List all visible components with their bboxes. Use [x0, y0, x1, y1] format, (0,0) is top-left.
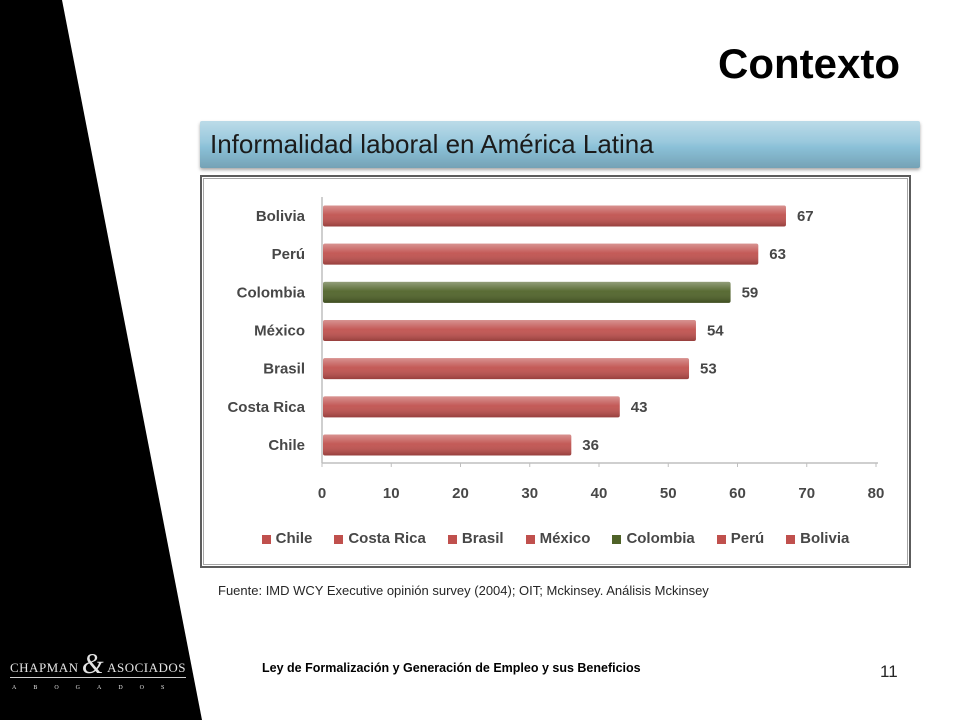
side-band — [0, 0, 202, 720]
value-label-brasil: 53 — [700, 361, 717, 378]
x-tick-label: 10 — [383, 485, 400, 502]
bar-shading-bolivia — [323, 205, 786, 227]
source-note: Fuente: IMD WCY Executive opinión survey… — [218, 583, 709, 598]
category-label-costa-rica: Costa Rica — [227, 399, 305, 416]
legend-item-colombia: Colombia — [612, 529, 695, 549]
legend-item-peru: Perú — [716, 529, 765, 549]
legend-item-brasil: Brasil — [447, 529, 504, 549]
legend-swatch — [525, 534, 535, 544]
chart-legend: Chile Costa Rica Brasil México Colombia Perú B… — [203, 529, 908, 549]
legend-label: Brasil — [461, 530, 504, 547]
value-label-costa-rica: 43 — [631, 399, 648, 416]
category-label-peru: Perú — [272, 246, 305, 263]
bar-shading-costa-rica — [323, 396, 620, 418]
legend-item-mexico: México — [525, 529, 591, 549]
category-label-brasil: Brasil — [263, 361, 305, 378]
legend-swatch — [716, 534, 726, 544]
x-tick-label: 30 — [521, 485, 538, 502]
logo-name-right: ASOCIADOS — [107, 660, 186, 675]
x-tick-label: 70 — [798, 485, 815, 502]
company-logo: CHAPMAN & ASOCIADOS ABOGADOS — [10, 649, 186, 692]
footer-text: Ley de Formalización y Generación de Emp… — [262, 661, 641, 675]
legend-swatch — [612, 534, 622, 544]
legend-swatch — [786, 534, 796, 544]
bar-shading-colombia — [323, 281, 731, 303]
category-label-mexico: México — [254, 323, 305, 340]
bar-shading-mexico — [323, 320, 696, 342]
legend-item-chile: Chile — [261, 529, 313, 549]
legend-item-costa-rica: Costa Rica — [334, 529, 426, 549]
bar-shading-chile — [323, 434, 572, 456]
legend-label: Perú — [730, 530, 765, 547]
legend-item-bolivia: Bolivia — [786, 529, 849, 549]
bar-shading-peru — [323, 243, 759, 265]
subtitle-text: Informalidad laboral en América Latina — [210, 129, 654, 159]
category-label-bolivia: Bolivia — [256, 208, 306, 225]
value-label-bolivia: 67 — [797, 208, 814, 225]
logo-name-left: CHAPMAN — [10, 660, 79, 675]
x-tick-label: 50 — [660, 485, 677, 502]
legend-swatch — [447, 534, 457, 544]
value-label-peru: 63 — [769, 246, 786, 263]
logo-tagline: ABOGADOS — [12, 685, 182, 691]
category-label-chile: Chile — [268, 437, 305, 454]
bar-shading-brasil — [323, 358, 690, 380]
legend-label: Bolivia — [800, 530, 850, 547]
legend-swatch — [261, 534, 271, 544]
value-label-chile: 36 — [582, 437, 599, 454]
logo-wordmark: CHAPMAN & ASOCIADOS — [10, 649, 186, 680]
page-number: 11 — [880, 662, 898, 681]
x-tick-label: 60 — [729, 485, 746, 502]
subtitle-bar: Informalidad laboral en América Latina — [200, 121, 920, 168]
chart-frame: 0 10 20 30 40 50 60 70 80 Bolivia 67 Perú 63 Colombia… — [200, 175, 911, 568]
legend-label: México — [539, 530, 591, 547]
bar-chart: 0 10 20 30 40 50 60 70 80 Bolivia 67 Perú 63 Colombia… — [227, 197, 885, 502]
x-tick-label: 0 — [318, 485, 326, 502]
legend-label: Colombia — [626, 530, 695, 547]
x-tick-label: 20 — [452, 485, 469, 502]
logo-ampersand: & — [81, 649, 104, 680]
legend-label: Costa Rica — [348, 530, 426, 547]
x-tick-label: 40 — [591, 485, 608, 502]
x-tick-label: 80 — [868, 485, 885, 502]
value-label-colombia: 59 — [742, 284, 759, 301]
slide-title: Contexto — [718, 40, 900, 87]
legend-swatch — [334, 534, 344, 544]
value-label-mexico: 54 — [707, 323, 724, 340]
category-label-colombia: Colombia — [237, 284, 306, 301]
legend-label: Chile — [275, 530, 313, 547]
